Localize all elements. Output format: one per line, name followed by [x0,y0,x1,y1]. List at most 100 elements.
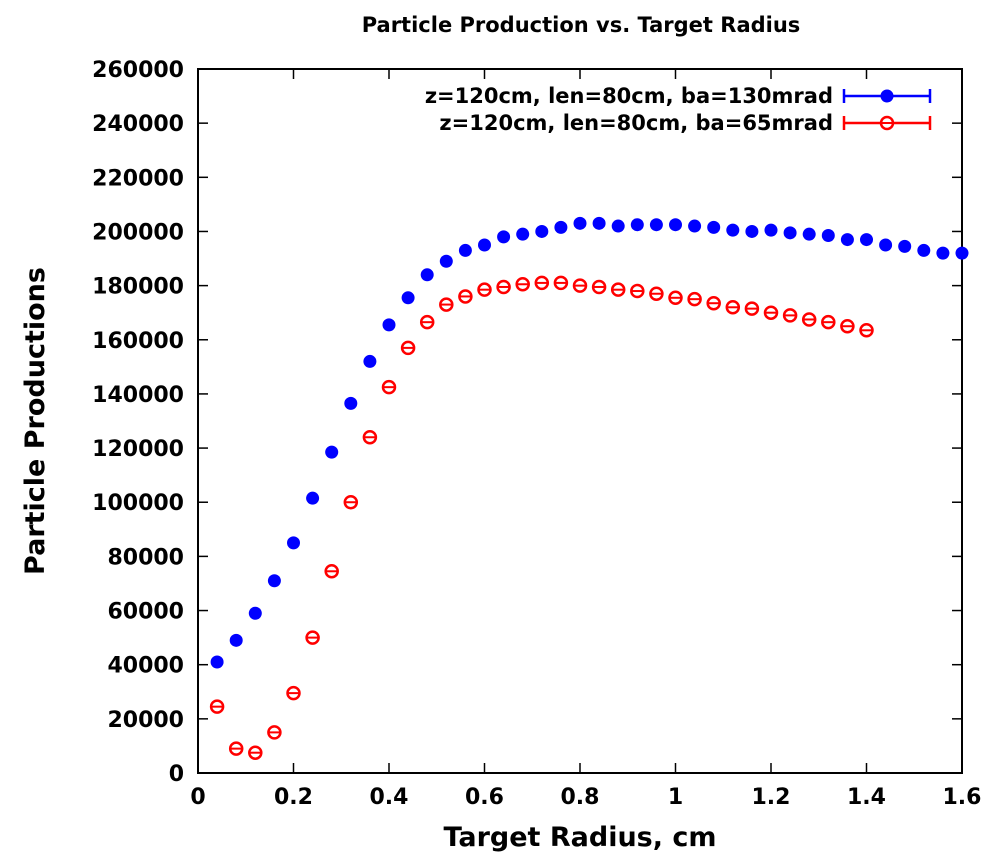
x-axis-label: Target Radius, cm [443,822,716,853]
data-point [860,233,873,247]
data-point [859,323,874,338]
data-point [649,218,663,232]
y-tick-label: 240000 [92,112,184,137]
data-point [573,216,587,230]
chart-title: Particle Production vs. Target Radius [362,13,801,37]
data-point [802,227,816,241]
data-point [306,491,320,505]
data-point [496,279,511,295]
data-point [688,219,702,233]
data-point [535,224,549,238]
data-point [248,745,263,760]
data-point [362,429,378,445]
y-axis: 0 20000 40000 60000 80000 100000 120000 140000 1… [92,58,962,787]
data-point [554,220,568,234]
x-tick-label: 0.2 [274,785,313,810]
data-point [707,220,721,234]
data-point [324,564,339,579]
y-tick-label: 80000 [107,545,184,570]
data-point [267,574,281,588]
data-point [382,318,396,332]
legend: z=120cm, len=80cm, ba=130mrad z=120cm, le… [425,84,932,135]
data-point [286,685,301,701]
data-point [419,314,435,330]
data-point [821,314,836,330]
legend-label: z=120cm, len=80cm, ba=130mrad [425,84,833,108]
legend-label: z=120cm, len=80cm, ba=65mrad [439,111,833,135]
plot-area-frame [197,68,963,774]
y-tick-label: 160000 [92,329,184,354]
data-point [668,290,683,306]
y-axis-label: Particle Productions [20,267,51,575]
data-point [591,279,607,295]
data-point [840,318,855,334]
y-tick-label: 220000 [92,166,184,191]
data-point [229,633,243,647]
data-point [764,223,778,237]
data-point [763,305,779,320]
data-point [497,230,511,244]
y-tick-label: 60000 [107,600,184,625]
data-point [439,254,453,268]
data-point [936,246,950,260]
y-tick-label: 140000 [92,383,184,408]
y-tick-label: 180000 [92,275,184,300]
x-tick-label: 1.4 [847,785,886,810]
data-point [669,218,682,232]
x-tick-label: 0 [190,785,205,810]
data-point [917,243,931,257]
y-tick-label: 100000 [92,491,184,516]
data-point [401,291,415,305]
data-point [209,699,225,714]
data-point [783,226,797,240]
data-point [821,229,835,243]
data-point [363,354,377,368]
legend-item-1: z=120cm, len=80cm, ba=130mrad [425,84,932,108]
data-point [611,219,625,233]
data-point [725,300,741,315]
data-point [706,295,721,311]
data-point [955,246,969,260]
data-point [592,216,606,230]
data-point [534,275,550,291]
legend-marker [880,89,894,103]
data-point [287,536,300,550]
x-tick-label: 0.8 [561,785,600,810]
data-point [744,301,760,316]
data-point [305,630,320,645]
x-tick-label: 0.6 [465,785,504,810]
x-tick-label: 1.6 [943,785,982,810]
y-tick-label: 200000 [92,220,184,245]
data-point [267,725,282,740]
y-tick-label: 120000 [92,437,184,462]
data-point [248,606,262,620]
y-tick-label: 260000 [92,58,184,83]
data-point [210,655,224,669]
data-point [726,223,740,237]
data-point [610,282,626,297]
series-1 [210,216,969,669]
data-point [898,239,912,253]
data-point [630,283,645,299]
y-tick-label: 40000 [107,654,184,679]
data-point [458,243,472,257]
x-tick-label: 1 [668,785,683,810]
data-point [458,289,473,304]
data-point [343,494,359,510]
data-point [381,379,397,395]
data-point [420,268,434,282]
data-point [782,308,798,323]
data-point [687,291,702,307]
data-point [572,278,588,293]
data-point [400,340,416,356]
data-point [630,218,644,232]
x-axis: 0 0.2 0.4 0.6 0.8 1 1.2 1.4 1.6 [190,69,981,810]
data-point [516,227,530,241]
y-tick-label: 0 [169,762,184,787]
x-tick-label: 0.4 [370,785,409,810]
data-point [325,445,339,459]
data-point [515,277,530,292]
series-2 [209,275,874,760]
x-tick-label: 1.2 [752,785,791,810]
